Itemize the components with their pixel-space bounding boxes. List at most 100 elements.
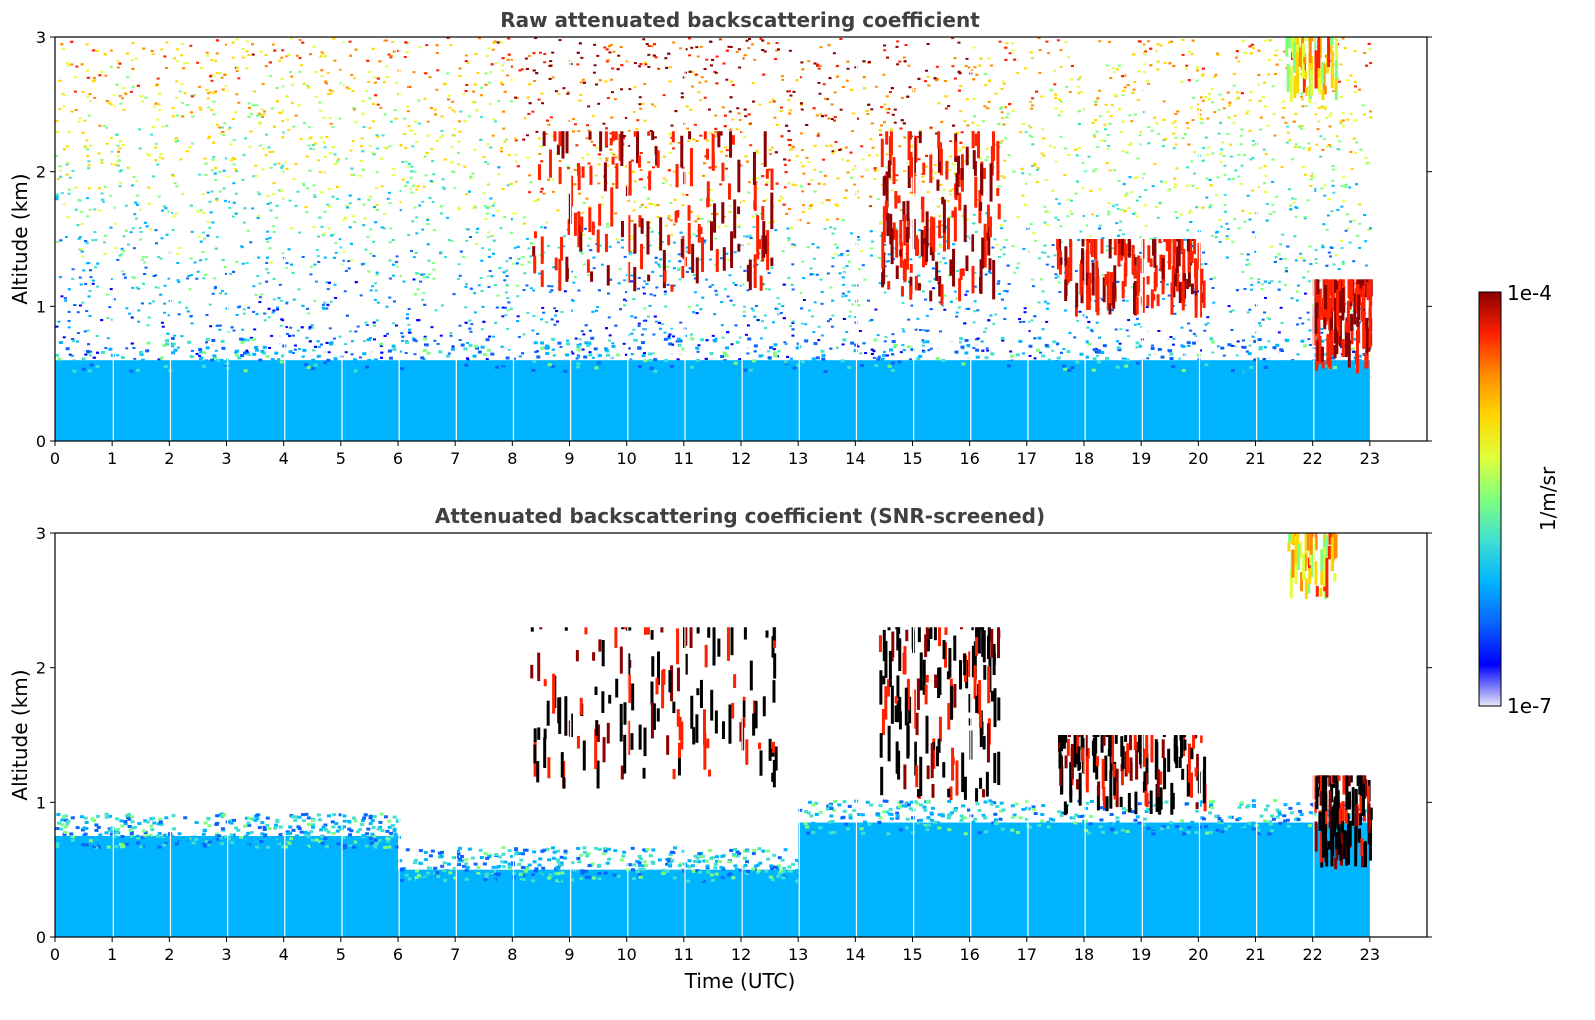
noise-cell	[1286, 131, 1290, 134]
noise-cell	[1308, 343, 1312, 346]
noise-cell	[1062, 348, 1066, 351]
noise-cell	[737, 225, 741, 228]
noise-cell	[451, 109, 455, 112]
noise-cell	[600, 196, 604, 199]
noise-cell	[189, 257, 193, 260]
noise-cell	[614, 156, 618, 159]
noise-cell	[973, 285, 977, 288]
noise-cell	[1180, 326, 1184, 329]
noise-cell	[157, 256, 161, 259]
noise-cell	[857, 196, 861, 199]
noise-cell	[1120, 208, 1124, 211]
noise-cell	[557, 246, 561, 249]
noise-cell	[447, 94, 451, 97]
noise-cell	[449, 332, 453, 335]
noise-cell	[652, 333, 656, 336]
noise-cell	[176, 279, 180, 282]
noise-cell	[122, 235, 126, 238]
noise-cell	[764, 198, 768, 201]
noise-cell	[146, 324, 150, 327]
noise-cell	[831, 232, 835, 235]
noise-cell	[359, 294, 363, 297]
noise-cell	[654, 261, 658, 264]
noise-cell	[752, 100, 756, 103]
noise-cell	[210, 59, 214, 62]
noise-cell	[432, 268, 436, 271]
noise-cell	[577, 289, 581, 292]
noise-cell	[949, 140, 953, 143]
noise-cell	[644, 63, 648, 66]
noise-cell	[630, 280, 634, 283]
noise-cell	[458, 324, 462, 327]
noise-cell	[655, 286, 659, 289]
noise-cell	[839, 147, 843, 150]
noise-cell	[728, 274, 732, 277]
noise-cell	[609, 132, 613, 135]
noise-cell	[1248, 308, 1252, 311]
noise-cell	[836, 177, 840, 180]
noise-cell	[672, 223, 676, 226]
noise-cell	[1105, 162, 1109, 165]
noise-cell	[1196, 69, 1200, 72]
noise-cell	[1178, 357, 1182, 360]
noise-cell	[693, 123, 697, 126]
noise-cell	[175, 139, 179, 142]
noise-cell	[588, 351, 592, 354]
noise-cell	[175, 80, 179, 83]
noise-cell	[967, 155, 971, 158]
noise-cell	[1194, 334, 1198, 337]
noise-cell	[242, 221, 246, 224]
noise-cell	[150, 133, 154, 136]
noise-cell	[1030, 278, 1034, 281]
noise-cell	[690, 46, 694, 49]
noise-cell	[993, 238, 997, 241]
noise-cell	[144, 266, 148, 269]
noise-cell	[204, 258, 208, 261]
noise-cell	[344, 269, 348, 272]
noise-cell	[268, 150, 272, 153]
noise-cell	[1352, 260, 1356, 263]
noise-cell	[1264, 174, 1268, 177]
noise-cell	[464, 285, 468, 288]
noise-cell	[484, 72, 488, 75]
noise-cell	[306, 187, 310, 190]
noise-cell	[627, 144, 631, 147]
noise-cell	[393, 109, 397, 112]
noise-cell	[192, 94, 196, 97]
noise-cell	[186, 62, 190, 65]
noise-cell	[180, 54, 184, 57]
noise-cell	[664, 305, 668, 308]
noise-cell	[1059, 135, 1063, 138]
noise-cell	[1218, 219, 1222, 222]
noise-cell	[895, 174, 899, 177]
noise-cell	[643, 82, 647, 85]
noise-cell	[269, 166, 273, 169]
noise-cell	[646, 315, 650, 318]
noise-cell	[458, 339, 462, 342]
noise-cell	[938, 330, 942, 333]
noise-cell	[603, 46, 607, 49]
noise-cell	[302, 184, 306, 187]
noise-cell	[1259, 116, 1263, 119]
noise-cell	[839, 108, 843, 111]
noise-cell	[500, 41, 504, 44]
noise-cell	[234, 212, 238, 215]
noise-cell	[423, 97, 427, 100]
noise-cell	[221, 88, 225, 91]
noise-cell	[902, 56, 906, 59]
noise-cell	[71, 268, 75, 271]
noise-cell	[623, 255, 627, 258]
noise-cell	[884, 335, 888, 338]
noise-cell	[237, 101, 241, 104]
noise-cell	[183, 92, 187, 95]
noise-cell	[1217, 132, 1221, 135]
noise-cell	[481, 247, 485, 250]
noise-cell	[720, 150, 724, 153]
noise-cell	[496, 209, 500, 212]
noise-cell	[387, 191, 391, 194]
noise-cell	[1257, 322, 1261, 325]
noise-cell	[974, 338, 978, 341]
noise-cell	[203, 237, 207, 240]
noise-cell	[78, 236, 82, 239]
noise-cell	[1144, 188, 1148, 191]
